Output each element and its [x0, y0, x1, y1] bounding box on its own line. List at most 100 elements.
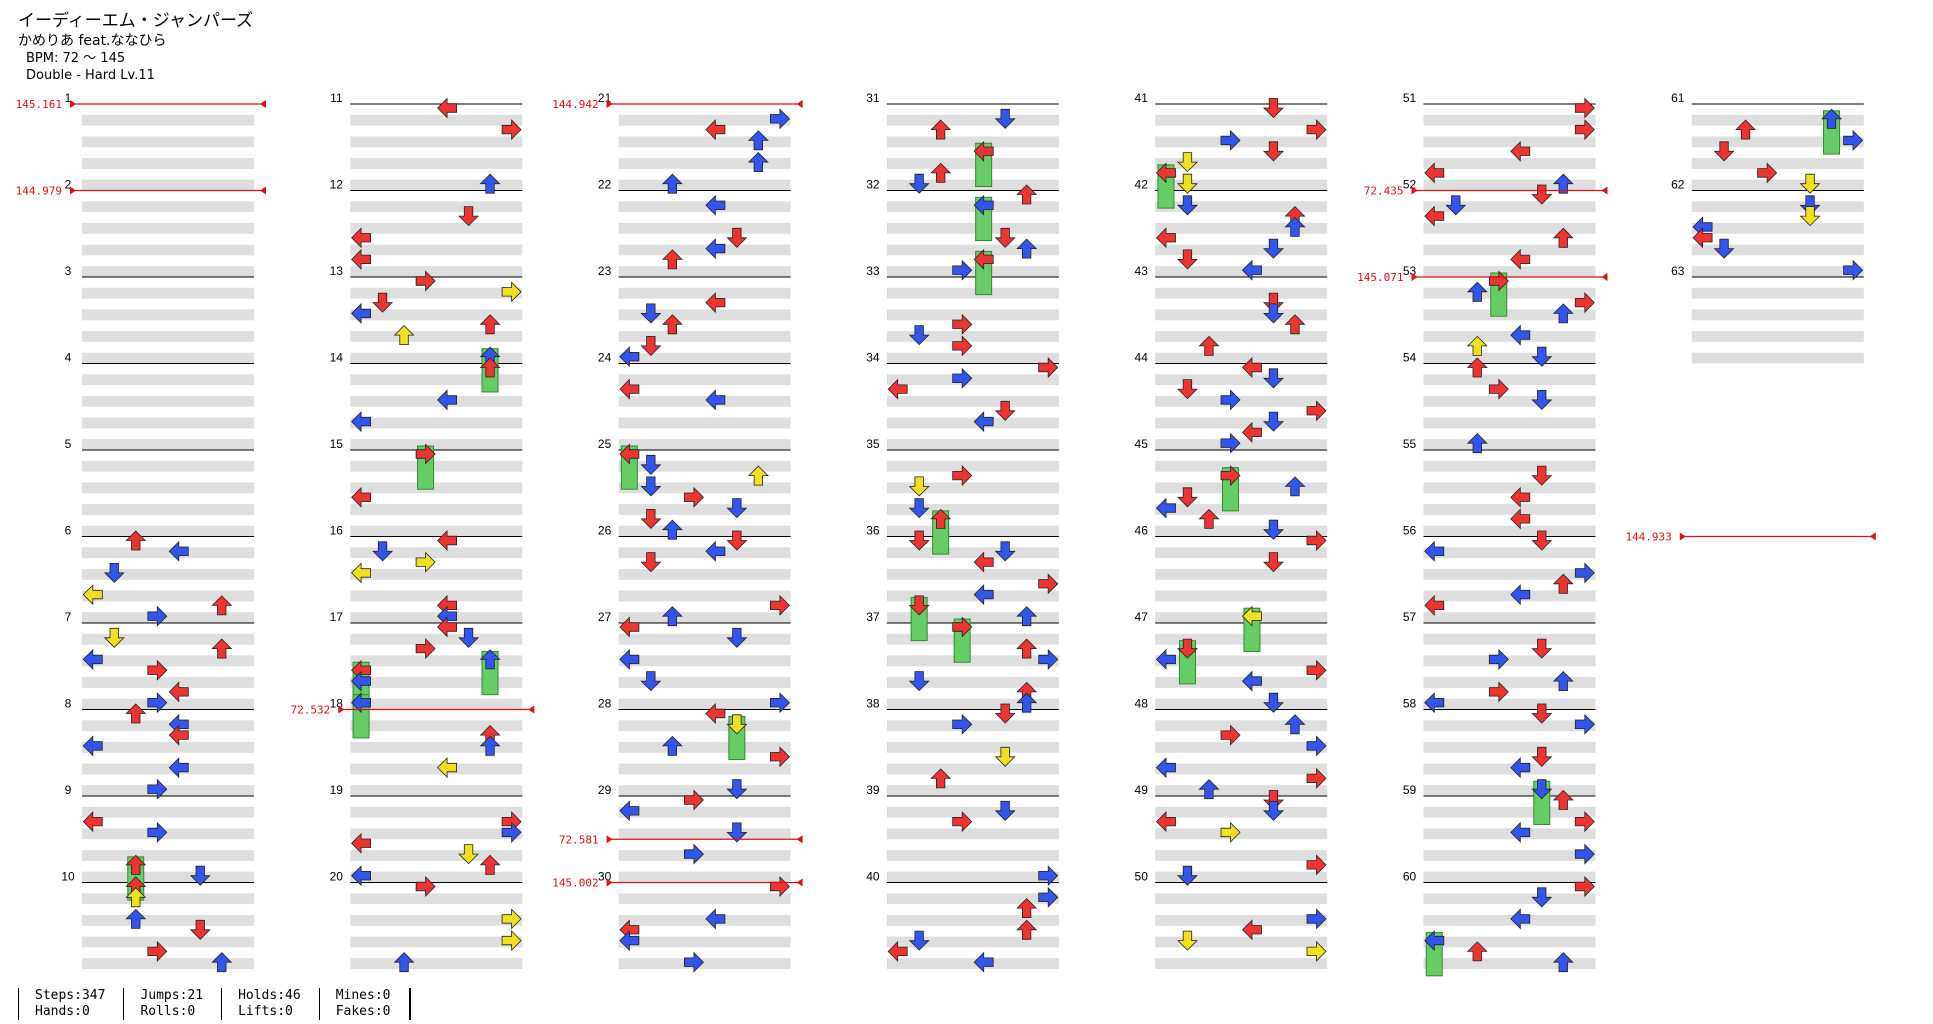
- step-arrow: [168, 540, 189, 562]
- step-arrow: [125, 703, 147, 724]
- bpm-label: 145.071: [1357, 271, 1403, 284]
- beat-band: [350, 936, 523, 948]
- step-arrow: [619, 346, 640, 368]
- measure-number: 26: [598, 524, 612, 538]
- beat-band: [82, 677, 254, 688]
- beat-band: [82, 655, 254, 667]
- beat-band: [1155, 504, 1328, 515]
- step-arrow: [103, 627, 125, 648]
- step-arrow: [1510, 248, 1531, 270]
- bpm-tick-right: [260, 186, 266, 195]
- measure-number: 29: [598, 783, 612, 797]
- step-arrow: [82, 811, 103, 833]
- step-arrow: [640, 476, 662, 497]
- beat-band: [886, 525, 1059, 537]
- measure: 56: [1403, 524, 1596, 623]
- beat-band: [886, 417, 1059, 429]
- beat-band: [82, 763, 254, 775]
- measure: 63: [1671, 264, 1864, 364]
- beat-band: [618, 914, 791, 926]
- beat-band: [1423, 677, 1596, 688]
- measure: 42: [1135, 178, 1328, 277]
- step-arrow: [1038, 573, 1059, 595]
- bpm-marker: 145.071: [1357, 271, 1608, 284]
- beat-band: [82, 266, 254, 277]
- beat-band: [1423, 914, 1596, 926]
- step-arrow: [1038, 865, 1059, 887]
- step-arrow: [479, 314, 501, 335]
- bpm-tick-left: [70, 186, 76, 195]
- beat-band: [1155, 547, 1328, 559]
- measure-number: 27: [598, 610, 612, 624]
- beat-band: [1423, 871, 1596, 883]
- step-arrow: [147, 778, 168, 800]
- measure-number: 1: [65, 91, 72, 105]
- beat-band: [1691, 331, 1864, 342]
- step-arrow: [973, 951, 994, 973]
- beat-band: [886, 677, 1059, 688]
- beat-band: [1423, 590, 1596, 602]
- step-arrow: [1306, 767, 1327, 789]
- step-arrow: [1531, 184, 1553, 205]
- beat-band: [82, 590, 254, 602]
- beat-band: [1423, 720, 1596, 732]
- step-arrow: [351, 411, 371, 433]
- measure: 33: [866, 264, 1059, 364]
- step-arrow: [705, 540, 726, 562]
- beat-band: [618, 482, 791, 494]
- step-arrow: [994, 746, 1016, 767]
- step-arrow: [908, 530, 930, 551]
- step-arrow: [1424, 162, 1445, 184]
- beat-band: [886, 958, 1059, 969]
- step-arrow: [1220, 465, 1241, 487]
- bpm-label: 72.532: [291, 704, 331, 717]
- step-arrow: [705, 292, 726, 314]
- beat-band: [1423, 179, 1596, 191]
- measure-number: 63: [1671, 264, 1685, 278]
- beat-band: [1423, 850, 1596, 861]
- beat-band: [1155, 806, 1328, 818]
- beat-band: [350, 374, 523, 386]
- beat-band: [618, 114, 791, 126]
- measure-number: 35: [866, 437, 880, 451]
- step-arrow: [930, 162, 952, 183]
- measure-number: 25: [598, 437, 612, 451]
- beat-band: [1155, 417, 1328, 429]
- beat-band: [350, 828, 523, 840]
- step-arrow: [726, 627, 748, 648]
- beat-band: [618, 655, 791, 667]
- stats-cell-steps: Steps:347 Hands:0: [18, 988, 123, 1020]
- beat-band: [350, 309, 523, 321]
- stats-cell-mines: Mines:0 Fakes:0: [318, 988, 409, 1020]
- step-arrow: [1735, 119, 1757, 140]
- beat-band: [886, 741, 1059, 753]
- measure: 36: [866, 524, 1059, 623]
- step-arrow: [908, 671, 930, 692]
- measure-number: 45: [1135, 437, 1149, 451]
- measure: 62: [1671, 178, 1864, 277]
- bpm-tick-left: [606, 100, 613, 108]
- beat-band: [350, 677, 523, 688]
- measure: 58: [1403, 697, 1596, 796]
- step-arrow: [952, 259, 973, 281]
- measure-number: 16: [330, 524, 344, 538]
- step-arrow: [211, 638, 233, 659]
- step-arrow: [415, 638, 436, 660]
- step-arrow: [1038, 357, 1059, 378]
- beat-band: [350, 331, 523, 342]
- step-arrow: [1263, 238, 1284, 259]
- step-arrow: [952, 465, 973, 487]
- beat-band: [350, 871, 523, 883]
- step-arrow: [619, 648, 640, 670]
- measure: 54: [1403, 351, 1596, 450]
- beat-band: [618, 828, 791, 840]
- beat-band: [1423, 309, 1596, 321]
- step-arrow: [726, 227, 748, 248]
- step-arrow: [147, 940, 168, 962]
- step-arrow: [1306, 119, 1327, 141]
- step-arrow: [705, 238, 726, 260]
- step-arrow: [619, 930, 640, 952]
- step-arrow: [684, 789, 704, 811]
- step-arrow: [1488, 270, 1509, 292]
- step-arrow: [726, 530, 748, 551]
